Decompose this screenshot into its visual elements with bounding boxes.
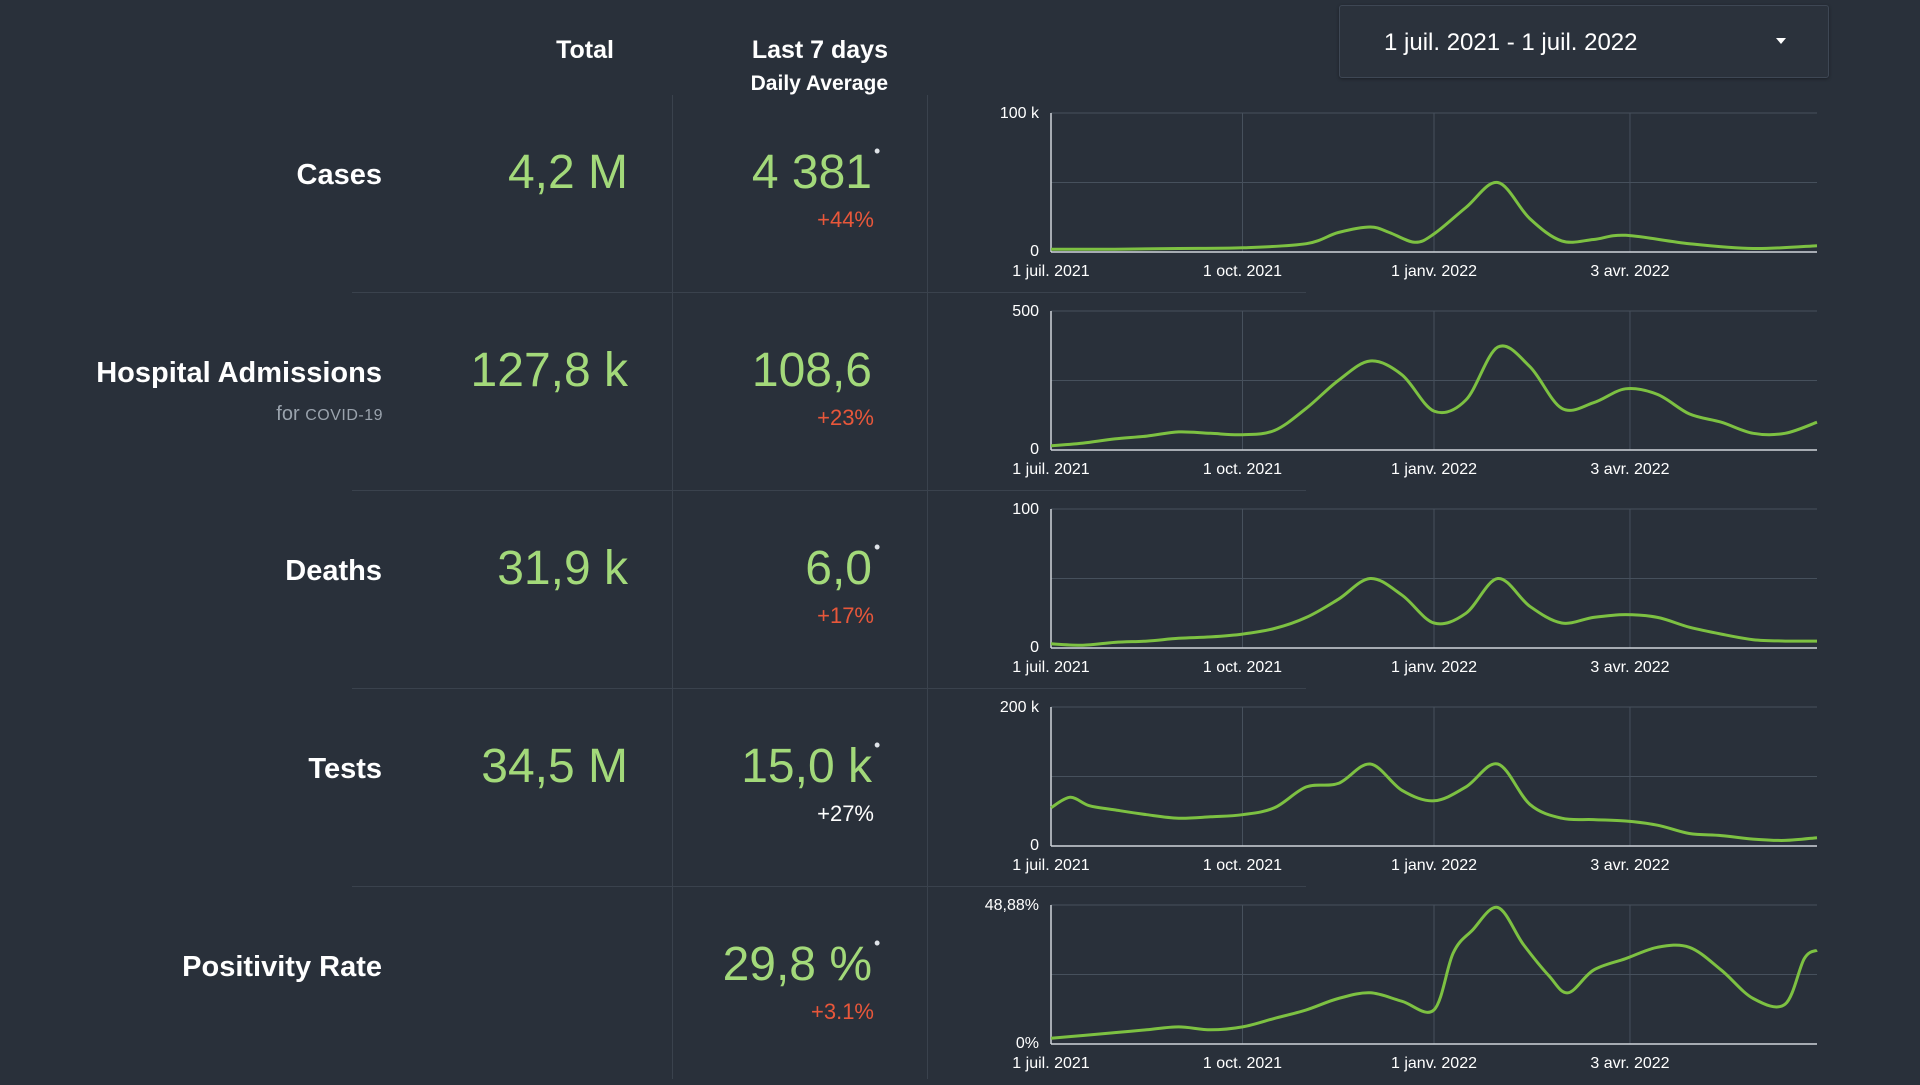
row-separator bbox=[352, 292, 1306, 293]
chart-y-tick-label: 0 bbox=[1030, 639, 1039, 656]
chart-y-tick-label: 0 bbox=[1030, 243, 1039, 260]
row-separator bbox=[352, 886, 1306, 887]
change-percent: +27% bbox=[817, 801, 874, 826]
chart-x-tick-label: 1 janv. 2022 bbox=[1391, 1055, 1477, 1072]
metric-label: Tests bbox=[308, 753, 382, 785]
footnote-marker: • bbox=[874, 933, 881, 953]
change-percent: +3.1% bbox=[811, 999, 874, 1024]
metric-row-tests: Tests 34,5 M 15,0 k • +27% 200 k 0 1 juil.… bbox=[0, 689, 1920, 887]
metric-label: Deaths bbox=[285, 555, 382, 587]
change-percent: +44% bbox=[817, 207, 874, 232]
trend-chart-hospital-admissions: 500 0 1 juil. 2021 1 oct. 2021 1 janv. 2022 3… bbox=[960, 293, 1920, 491]
chart-y-tick-label: 0 bbox=[1030, 441, 1039, 458]
chart-x-tick-label: 3 avr. 2022 bbox=[1590, 659, 1669, 676]
chart-x-tick-label: 1 oct. 2021 bbox=[1203, 857, 1282, 874]
footnote-marker: • bbox=[874, 735, 881, 755]
footnote-marker: • bbox=[874, 537, 881, 557]
daily-average-value: 4 381 bbox=[751, 146, 872, 199]
metric-label: Cases bbox=[296, 159, 382, 191]
total-value: 34,5 M bbox=[481, 740, 628, 793]
daily-average-value: 108,6 bbox=[751, 344, 872, 397]
chart-x-tick-label: 1 janv. 2022 bbox=[1391, 659, 1477, 676]
header-last7-label: Last 7 days bbox=[751, 36, 888, 64]
chart-svg: 200 k 0 1 juil. 2021 1 oct. 2021 1 janv. 202… bbox=[1000, 699, 1818, 874]
metric-sublabel-prefix: for bbox=[276, 403, 306, 425]
chart-x-tick-label: 3 avr. 2022 bbox=[1590, 461, 1669, 478]
chart-y-tick-label: 100 bbox=[1012, 501, 1039, 518]
metric-label: Hospital Admissions bbox=[96, 357, 382, 389]
chart-x-tick-label: 1 janv. 2022 bbox=[1391, 461, 1477, 478]
total-value: 4,2 M bbox=[507, 146, 628, 199]
chart-x-tick-label: 1 oct. 2021 bbox=[1203, 659, 1282, 676]
metric-label: Positivity Rate bbox=[182, 951, 382, 983]
footnote-marker: • bbox=[874, 141, 881, 161]
chart-x-tick-label: 1 oct. 2021 bbox=[1203, 1055, 1282, 1072]
metric-row-hospital-admissions: Hospital Admissions for COVID-19 127,8 k… bbox=[0, 293, 1920, 491]
chart-y-tick-label: 48,88% bbox=[985, 897, 1039, 914]
trend-chart-cases: 100 k 0 1 juil. 2021 1 oct. 2021 1 janv. 202… bbox=[960, 95, 1920, 293]
chart-x-tick-label: 1 juil. 2021 bbox=[1012, 1055, 1089, 1072]
chart-y-tick-label: 0% bbox=[1016, 1035, 1039, 1052]
chart-y-tick-label: 500 bbox=[1012, 303, 1039, 320]
chart-series-line bbox=[1050, 762, 1818, 842]
chart-x-tick-label: 1 juil. 2021 bbox=[1012, 263, 1089, 280]
daily-average-value: 6,0 bbox=[805, 542, 872, 595]
row-separator bbox=[352, 688, 1306, 689]
chart-x-tick-label: 1 janv. 2022 bbox=[1391, 263, 1477, 280]
chart-x-tick-label: 3 avr. 2022 bbox=[1590, 1055, 1669, 1072]
chart-y-tick-label: 100 k bbox=[1000, 105, 1040, 122]
daily-average-value: 29,8 % bbox=[722, 938, 872, 991]
chart-x-tick-label: 3 avr. 2022 bbox=[1590, 263, 1669, 280]
metric-row-deaths: Deaths 31,9 k 6,0 • +17% 100 0 1 juil. 202… bbox=[0, 491, 1920, 689]
row-separator bbox=[352, 490, 1306, 491]
chart-series-line bbox=[1050, 905, 1818, 1040]
column-divider-total bbox=[672, 95, 673, 1079]
chart-svg: 48,88% 0% 1 juil. 2021 1 oct. 2021 1 janv. 2… bbox=[985, 897, 1818, 1072]
chart-series-line bbox=[1050, 577, 1818, 647]
daily-average-value: 15,0 k bbox=[741, 740, 872, 793]
column-divider-avg bbox=[927, 95, 928, 1079]
metric-sublabel: for COVID-19 bbox=[60, 403, 383, 426]
chart-svg: 500 0 1 juil. 2021 1 oct. 2021 1 janv. 2022 3… bbox=[1012, 303, 1818, 478]
metric-row-positivity-rate: Positivity Rate 29,8 % • +3.1% 48,88% 0% 1… bbox=[0, 887, 1920, 1085]
chart-y-tick-label: 200 k bbox=[1000, 699, 1040, 716]
trend-chart-deaths: 100 0 1 juil. 2021 1 oct. 2021 1 janv. 2022 3… bbox=[960, 491, 1920, 689]
metric-sublabel-disease: COVID-19 bbox=[305, 407, 383, 424]
chart-x-tick-label: 1 janv. 2022 bbox=[1391, 857, 1477, 874]
total-value: 127,8 k bbox=[470, 344, 628, 397]
change-percent: +17% bbox=[817, 603, 874, 628]
chart-series-line bbox=[1050, 344, 1818, 448]
chart-y-tick-label: 0 bbox=[1030, 837, 1039, 854]
chart-x-tick-label: 1 juil. 2021 bbox=[1012, 659, 1089, 676]
chart-x-tick-label: 3 avr. 2022 bbox=[1590, 857, 1669, 874]
chart-svg: 100 0 1 juil. 2021 1 oct. 2021 1 janv. 2022 3… bbox=[1012, 501, 1818, 676]
chart-x-tick-label: 1 juil. 2021 bbox=[1012, 857, 1089, 874]
trend-chart-tests: 200 k 0 1 juil. 2021 1 oct. 2021 1 janv. 202… bbox=[960, 689, 1920, 887]
trend-chart-positivity-rate: 48,88% 0% 1 juil. 2021 1 oct. 2021 1 janv. 2… bbox=[960, 887, 1920, 1085]
caret-down-icon bbox=[1776, 38, 1786, 44]
chart-svg: 100 k 0 1 juil. 2021 1 oct. 2021 1 janv. 202… bbox=[1000, 105, 1818, 280]
chart-x-tick-label: 1 oct. 2021 bbox=[1203, 263, 1282, 280]
metric-row-cases: Cases 4,2 M 4 381 • +44% 100 k 0 1 juil. 2… bbox=[0, 95, 1920, 293]
chart-x-tick-label: 1 juil. 2021 bbox=[1012, 461, 1089, 478]
chart-x-tick-label: 1 oct. 2021 bbox=[1203, 461, 1282, 478]
chart-series-line bbox=[1050, 180, 1818, 251]
header-total-label: Total bbox=[556, 36, 614, 64]
date-range-selector[interactable]: 1 juil. 2021 - 1 juil. 2022 bbox=[1339, 5, 1829, 78]
date-range-label: 1 juil. 2021 - 1 juil. 2022 bbox=[1384, 29, 1638, 56]
change-percent: +23% bbox=[817, 405, 874, 430]
header-daily-average-label: Daily Average bbox=[750, 72, 888, 95]
total-value: 31,9 k bbox=[497, 542, 628, 595]
